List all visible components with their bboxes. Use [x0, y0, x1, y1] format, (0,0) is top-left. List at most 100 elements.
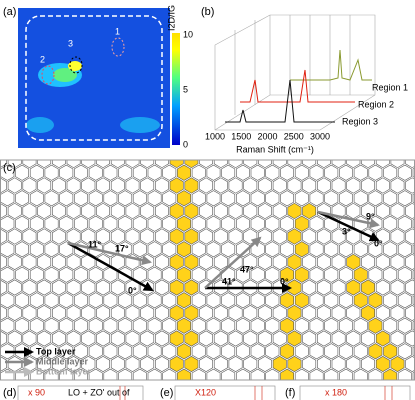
hexagon	[228, 202, 243, 220]
hexagon	[88, 215, 103, 232]
hexagon	[361, 279, 376, 296]
hexagon	[81, 228, 96, 245]
hexagon	[287, 253, 302, 270]
hexagon	[74, 292, 88, 309]
hexagon	[169, 228, 184, 245]
hexagon	[353, 241, 368, 258]
hexagon	[405, 279, 415, 296]
hexagon	[280, 164, 295, 181]
peak-label: LO + ZO' out of	[68, 387, 130, 397]
hexagon	[324, 190, 339, 207]
hexagon	[169, 160, 184, 169]
hexagon	[368, 368, 383, 380]
hexagon	[22, 160, 37, 169]
hexagon	[132, 241, 147, 258]
hexagon	[110, 177, 125, 194]
panel-label: (f)	[285, 387, 295, 399]
hexagon	[37, 305, 52, 321]
region-label: 1	[115, 26, 120, 36]
hexagon	[258, 202, 272, 220]
panel-label: (a)	[3, 6, 16, 18]
hexagon	[236, 368, 250, 380]
hexagon	[88, 164, 103, 181]
hexagon	[324, 343, 339, 360]
hexagon	[258, 160, 272, 169]
hexagon	[361, 160, 376, 169]
hexagon	[243, 160, 258, 169]
hexagon	[147, 215, 162, 232]
hexagon	[191, 215, 206, 232]
hexagon	[383, 343, 398, 360]
hexagon	[88, 368, 103, 380]
hexagon	[147, 241, 162, 258]
angle: 9°	[366, 211, 375, 221]
arrow	[67, 241, 152, 266]
hexagon	[59, 317, 74, 334]
hexagon	[206, 368, 221, 380]
hexagon	[339, 343, 353, 360]
angle: 11°	[88, 239, 102, 249]
hexagon	[140, 177, 155, 194]
hexagon	[29, 292, 44, 309]
hexagon	[66, 305, 81, 321]
hexagon	[81, 305, 96, 321]
hexagon	[243, 330, 258, 347]
hexagon	[228, 356, 243, 372]
hexagon	[191, 241, 206, 258]
hexagon	[51, 253, 66, 270]
hexagon	[361, 202, 376, 220]
hexagon	[147, 292, 162, 309]
hexagon	[66, 177, 81, 194]
hexagon	[324, 368, 339, 380]
hexagon	[199, 356, 213, 372]
hexagon	[29, 241, 44, 258]
hexagon	[258, 177, 272, 194]
hexagon	[353, 266, 368, 283]
legend	[5, 347, 34, 377]
legend-label: Top layer	[36, 346, 76, 356]
blob	[53, 68, 77, 82]
hexagon	[74, 368, 88, 380]
arrow	[317, 210, 380, 242]
hexagon	[155, 228, 169, 245]
hexagon	[390, 177, 405, 194]
hexagon	[316, 305, 331, 321]
hexagon	[162, 266, 177, 283]
panel-label: (b)	[201, 6, 214, 18]
hexagon	[294, 343, 309, 360]
hexagon	[162, 292, 177, 309]
hexagon	[316, 228, 331, 245]
hexagon	[169, 305, 184, 321]
hexagon	[51, 228, 66, 245]
hexagon	[59, 190, 74, 207]
hexagon	[15, 292, 30, 309]
hexagon	[324, 292, 339, 309]
hexagon	[361, 330, 376, 347]
hexagon	[0, 317, 15, 334]
hexagon	[177, 266, 191, 283]
hexagon	[155, 330, 169, 347]
hexagon	[29, 266, 44, 283]
hexagon	[22, 330, 37, 347]
hexagon	[184, 177, 199, 194]
legend-label: Middle layer	[36, 356, 89, 366]
hexagon	[44, 343, 59, 360]
hexagon	[118, 343, 133, 360]
hexagon	[243, 356, 258, 372]
hexagon	[37, 160, 52, 169]
hexagon	[243, 253, 258, 270]
hexagon	[125, 356, 140, 372]
hexagon	[37, 177, 52, 194]
panel-frame	[17, 385, 144, 400]
hexagon	[272, 160, 287, 169]
hexagon	[287, 202, 302, 220]
hexagon	[51, 279, 66, 296]
hexagon	[44, 190, 59, 207]
hexagon	[316, 177, 331, 194]
hexagon	[390, 305, 405, 321]
hexagon	[258, 253, 272, 270]
hexagon	[0, 279, 7, 296]
hexagon	[206, 343, 221, 360]
hexagon	[51, 330, 66, 347]
hexagon	[236, 241, 250, 258]
